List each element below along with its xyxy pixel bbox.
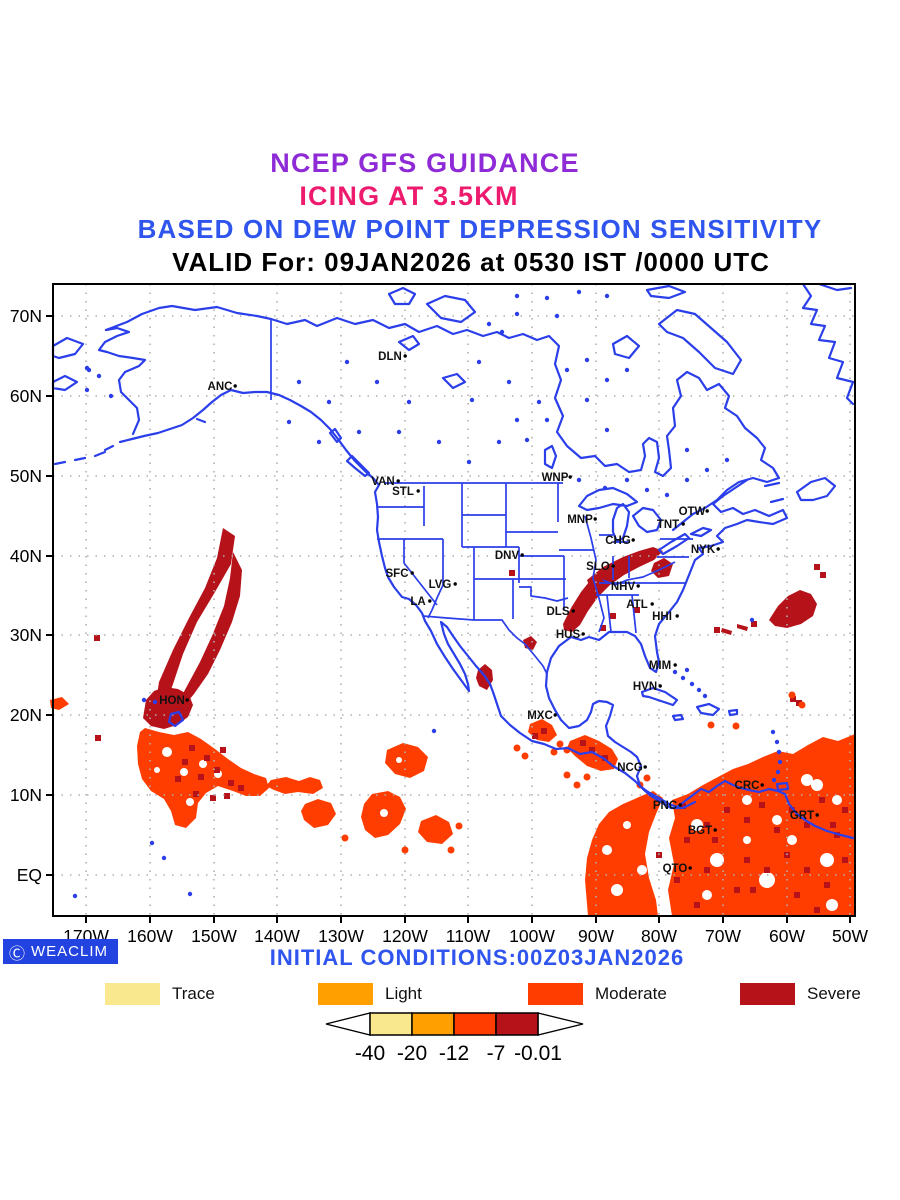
svg-text:TNT: TNT [657,519,679,531]
svg-text:50N: 50N [10,466,42,486]
svg-text:60W: 60W [769,926,805,946]
svg-text:NYK: NYK [691,544,716,556]
valid-time-line: VALID For: 09JAN2026 at 0530 IST /0000 U… [172,247,770,277]
svg-text:120W: 120W [382,926,428,946]
legend-item-moderate: Moderate [528,983,667,1005]
svg-text:SLO: SLO [586,561,610,573]
legend-item-severe: Severe [740,983,861,1005]
svg-text:HVN: HVN [633,681,657,693]
svg-text:LA: LA [410,596,425,608]
svg-text:VAN: VAN [371,476,394,488]
svg-text:150W: 150W [191,926,237,946]
svg-text:10N: 10N [10,785,42,805]
svg-text:100W: 100W [509,926,555,946]
svg-text:BGT: BGT [688,825,712,837]
copyright-icon: Ⓒ [9,945,27,963]
legend-label: Light [385,984,422,1003]
svg-text:DLN: DLN [378,351,402,363]
svg-text:STL: STL [392,486,414,498]
svg-text:40N: 40N [10,546,42,566]
svg-text:QTO: QTO [663,863,688,875]
svg-text:NCG: NCG [617,762,643,774]
svg-text:MIM: MIM [649,660,671,672]
svg-text:-20: -20 [397,1042,427,1065]
svg-text:160W: 160W [127,926,173,946]
svg-text:130W: 130W [318,926,364,946]
svg-text:CHG: CHG [605,535,631,547]
svg-text:70W: 70W [705,926,741,946]
svg-text:PNC: PNC [653,800,677,812]
subtitle-method: BASED ON DEW POINT DEPRESSION SENSITIVIT… [137,214,823,244]
subtitle-level: ICING AT 3.5KM [299,181,519,211]
svg-text:140W: 140W [254,926,300,946]
svg-text:NHV: NHV [611,581,636,593]
trace-swatch-icon [105,983,160,1005]
svg-text:WNP: WNP [542,472,569,484]
svg-text:90W: 90W [578,926,614,946]
svg-text:ANC: ANC [208,381,233,393]
moderate-swatch-icon [528,983,583,1005]
svg-text:-0.01: -0.01 [514,1042,562,1065]
legend-label: Trace [172,984,215,1003]
svg-text:110W: 110W [446,926,491,946]
svg-text:-7: -7 [487,1042,506,1065]
svg-text:30N: 30N [10,625,42,645]
svg-text:70N: 70N [10,306,42,326]
svg-text:-12: -12 [439,1042,469,1065]
weaclim-logo: Ⓒ WEACLIM [3,939,119,964]
svg-text:50W: 50W [832,926,868,946]
svg-text:MXC: MXC [527,710,553,722]
legend-item-trace: Trace [105,983,215,1005]
svg-text:MNP: MNP [567,514,593,526]
svg-text:80W: 80W [641,926,677,946]
svg-text:ATL: ATL [626,599,648,611]
colorbar: -40 -20 -12 -7 -0.01 [300,1008,600,1072]
svg-text:EQ: EQ [17,865,42,885]
svg-text:DLS: DLS [547,606,570,618]
svg-text:20N: 20N [10,705,42,725]
severe-swatch-icon [740,983,795,1005]
svg-text:HUS: HUS [556,629,581,641]
svg-text:DNV: DNV [495,550,520,562]
logo-text: WEACLIM [31,943,109,960]
legend-label: Severe [807,984,861,1003]
svg-text:60N: 60N [10,386,42,406]
initial-conditions-label: INITIAL CONDITIONS:00Z03JAN2026 [269,945,685,970]
svg-text:-40: -40 [355,1042,385,1065]
svg-text:LVG: LVG [429,579,452,591]
light-swatch-icon [318,983,373,1005]
svg-text:GRT: GRT [790,810,814,822]
svg-text:CRC: CRC [735,780,760,792]
svg-text:OTW: OTW [679,506,706,518]
page-title: NCEP GFS GUIDANCE [270,148,580,178]
svg-text:SFC: SFC [386,568,409,580]
legend-label: Moderate [595,984,667,1003]
legend-item-light: Light [318,983,422,1005]
svg-text:HON: HON [159,695,185,707]
svg-text:HHI: HHI [652,611,672,623]
